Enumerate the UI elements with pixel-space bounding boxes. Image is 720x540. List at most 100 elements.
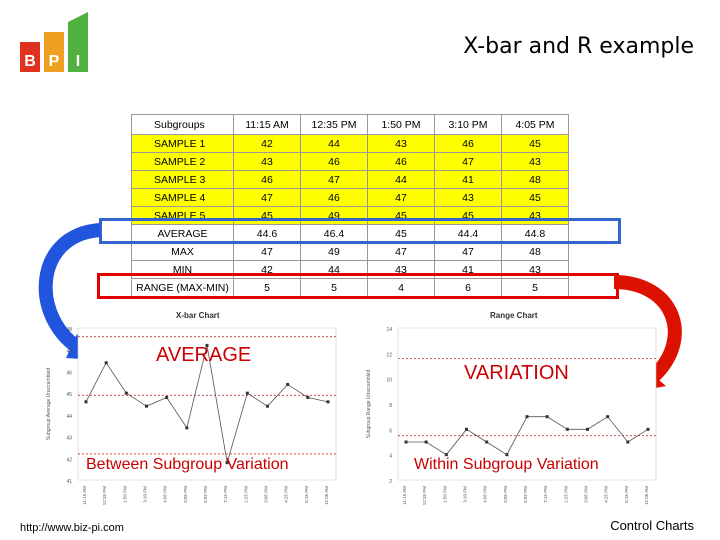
- table-cell: 46: [233, 170, 301, 189]
- xbar-x-tick-label: 5:05 PM: [183, 486, 188, 503]
- xbar-x-tick-label: 4:05 PM: [163, 486, 168, 503]
- xbar-x-tick-label: 1:50 PM: [122, 486, 127, 503]
- xbar-y-tick-label: 42: [66, 457, 72, 463]
- subgroup-table: Subgroups 11:15 AM 12:35 PM 1:50 PM 3:10…: [131, 114, 569, 297]
- table-row: SAMPLE 1 42 44 43 46 45: [131, 134, 569, 153]
- row-label: SAMPLE 2: [131, 152, 234, 171]
- range-data-point: [404, 440, 408, 444]
- row-label: MAX: [131, 242, 234, 261]
- table-cell: 47: [367, 242, 435, 261]
- time-header: 1:50 PM: [367, 114, 435, 135]
- range-data-point: [646, 427, 650, 431]
- range-x-tick-label: 1:25 PM: [563, 486, 568, 503]
- xbar-data-point: [266, 404, 269, 408]
- xbar-chart-title: X-bar Chart: [176, 311, 220, 320]
- xbar-x-tick-label: 12:35 PM: [102, 486, 107, 506]
- xbar-x-tick-label: 3:05 PM: [264, 486, 269, 503]
- table-cell: 44: [367, 170, 435, 189]
- time-header: 11:15 AM: [233, 114, 301, 135]
- range-x-tick-label: 3:05 PM: [584, 486, 589, 503]
- table-cell: 45: [367, 224, 435, 243]
- range-row-highlight: [97, 273, 619, 299]
- table-cell: 5: [233, 278, 301, 297]
- xbar-data-point: [306, 395, 310, 399]
- table-cell: 47: [300, 170, 368, 189]
- table-cell: 46.4: [300, 224, 368, 243]
- table-cell: 46: [300, 152, 368, 171]
- range-x-tick-label: 4:05 PM: [483, 486, 488, 503]
- range-data-point: [424, 440, 428, 444]
- xbar-y-axis-label: Subgroup Average Unscrambled: [46, 368, 52, 440]
- xbar-data-point: [165, 395, 169, 399]
- range-y-tick-label: 14: [386, 327, 392, 333]
- range-data-point: [606, 415, 610, 419]
- range-x-tick-label: 11:05 AM: [644, 486, 649, 505]
- row-label: SAMPLE 4: [131, 188, 234, 207]
- logo-letter-i: I: [76, 53, 80, 70]
- table-cell: 42: [233, 134, 301, 153]
- xbar-y-tick-label: 43: [66, 436, 72, 442]
- range-data-point: [525, 415, 529, 419]
- xbar-data-point: [245, 391, 249, 395]
- xbar-y-tick-label: 47: [66, 349, 72, 355]
- slide-title: X-bar and R example: [463, 34, 694, 59]
- range-x-tick-label: 5:15 PM: [624, 486, 629, 503]
- table-row: MAX 47 49 47 47 48: [131, 242, 569, 261]
- table-cell: 43: [434, 188, 502, 207]
- table-cell: 46: [434, 134, 502, 153]
- range-y-axis-label: Subgroup Range Unscrambled: [366, 369, 372, 438]
- xbar-y-tick-label: 44: [66, 414, 72, 420]
- range-y-tick-label: 6: [389, 428, 392, 434]
- xbar-x-tick-label: 1:25 PM: [243, 486, 248, 503]
- table-row: SAMPLE 2 43 46 46 47 43: [131, 152, 569, 171]
- table-cell: 41: [434, 170, 502, 189]
- within-variation-label: Within Subgroup Variation: [414, 456, 599, 473]
- row-label: SAMPLE 1: [131, 134, 234, 153]
- table-cell: 45: [501, 134, 569, 153]
- table-cell: 46: [367, 152, 435, 171]
- xbar-data-point: [124, 391, 128, 395]
- table-cell: 43: [367, 134, 435, 153]
- range-x-tick-label: 3:10 PM: [463, 486, 468, 503]
- range-data-point: [465, 427, 468, 431]
- xbar-x-tick-label: 4:25 PM: [284, 486, 289, 503]
- table-cell: 44.8: [501, 224, 569, 243]
- range-y-tick-label: 12: [386, 352, 392, 358]
- xbar-data-point: [104, 361, 108, 365]
- average-label: AVERAGE: [156, 344, 252, 366]
- bpi-logo: B P I: [20, 12, 88, 72]
- table-cell: 47: [233, 242, 301, 261]
- range-data-point: [565, 427, 569, 431]
- range-y-tick-label: 2: [389, 479, 392, 485]
- table-cell: 48: [501, 170, 569, 189]
- xbar-data-point: [84, 400, 88, 404]
- range-data-point: [485, 440, 489, 444]
- xbar-y-tick-label: 46: [66, 370, 72, 376]
- range-y-tick-label: 8: [389, 403, 392, 409]
- footer-url[interactable]: http://www.biz-pi.com: [20, 522, 124, 534]
- table-cell: 48: [501, 242, 569, 261]
- table-cell: 47: [233, 188, 301, 207]
- time-header: 12:35 PM: [300, 114, 368, 135]
- logo-letter-b: B: [24, 53, 36, 70]
- range-data-point: [444, 453, 448, 457]
- table-row: SAMPLE 4 47 46 47 43 45: [131, 188, 569, 207]
- range-x-tick-label: 11:15 AM: [402, 486, 407, 505]
- xbar-y-tick-label: 41: [66, 479, 72, 485]
- row-label: SAMPLE 3: [131, 170, 234, 189]
- xbar-data-point: [145, 404, 148, 408]
- table-header-label: Subgroups: [131, 114, 234, 135]
- range-x-tick-label: 4:25 PM: [604, 486, 609, 503]
- range-x-tick-label: 5:55 PM: [523, 486, 528, 503]
- table-cell: 5: [501, 278, 569, 297]
- table-cell: 47: [434, 152, 502, 171]
- xbar-y-tick-label: 45: [66, 392, 72, 398]
- table-cell: 44.4: [434, 224, 502, 243]
- range-y-tick-label: 4: [389, 454, 392, 460]
- xbar-x-tick-label: 5:15 PM: [304, 486, 309, 503]
- range-data-point: [626, 440, 630, 444]
- time-header: 3:10 PM: [434, 114, 502, 135]
- xbar-x-tick-label: 11:05 AM: [324, 486, 329, 505]
- range-plot-area: [397, 327, 657, 481]
- xbar-x-tick-label: 11:15 AM: [82, 486, 87, 505]
